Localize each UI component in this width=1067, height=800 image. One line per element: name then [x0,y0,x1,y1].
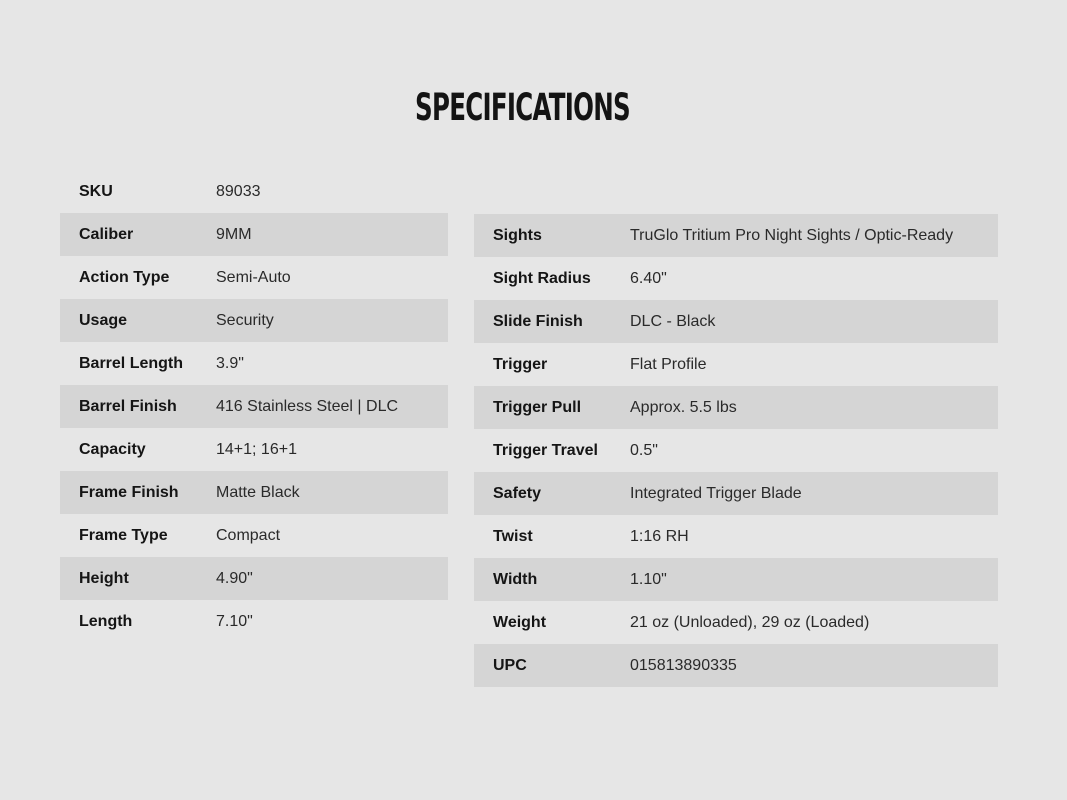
spec-value: TruGlo Tritium Pro Night Sights / Optic-… [630,226,954,244]
spec-label: Barrel Length [79,354,184,372]
spec-label: Safety [493,484,542,502]
spec-row: Trigger Pull Approx. 5.5 lbs [474,386,998,429]
spec-row: Usage Security [60,299,448,342]
spec-label: Sight Radius [493,269,591,287]
spec-row: Width 1.10" [474,558,998,601]
page-title: SPECIFICATIONS [415,86,631,130]
spec-value: 3.9" [216,354,244,372]
spec-row: Weight 21 oz (Unloaded), 29 oz (Loaded) [474,601,998,644]
spec-value: 9MM [216,225,252,243]
spec-label: Trigger [493,355,548,373]
spec-row: Slide Finish DLC - Black [474,300,998,343]
spec-row: Trigger Travel 0.5" [474,429,998,472]
spec-label: Trigger Travel [493,441,598,459]
spec-value: Flat Profile [630,355,707,373]
spec-value: Integrated Trigger Blade [630,484,802,502]
spec-label: Frame Finish [79,483,179,501]
spec-row: Frame Finish Matte Black [60,471,448,514]
spec-value: Security [216,311,274,329]
spec-label: Usage [79,311,128,329]
spec-label: Frame Type [79,526,168,544]
spec-row: UPC 015813890335 [474,644,998,687]
spec-row: Action Type Semi-Auto [60,256,448,299]
spec-row: Barrel Finish 416 Stainless Steel | DLC [60,385,448,428]
spec-row: Sight Radius 6.40" [474,257,998,300]
spec-label: UPC [493,656,527,674]
spec-label: Width [493,570,538,588]
spec-label: Sights [493,226,542,244]
spec-value: 89033 [216,182,261,200]
spec-value: 1:16 RH [630,527,689,545]
spec-label: Caliber [79,225,134,243]
spec-row: Caliber 9MM [60,213,448,256]
spec-row: Length 7.10" [60,600,448,643]
spec-row: Height 4.90" [60,557,448,600]
spec-row: SKU 89033 [60,170,448,213]
spec-value: 416 Stainless Steel | DLC [216,397,399,415]
spec-label: SKU [79,182,113,200]
spec-row: Barrel Length 3.9" [60,342,448,385]
spec-value: Approx. 5.5 lbs [630,398,737,416]
spec-label: Slide Finish [493,312,583,330]
spec-label: Height [79,569,129,587]
spec-label: Capacity [79,440,146,458]
spec-value: 015813890335 [630,656,737,674]
spec-value: 21 oz (Unloaded), 29 oz (Loaded) [630,613,870,631]
spec-value: Compact [216,526,281,544]
spec-label: Action Type [79,268,170,286]
spec-label: Length [79,612,133,630]
spec-row: Sights TruGlo Tritium Pro Night Sights / … [474,214,998,257]
spec-row: Twist 1:16 RH [474,515,998,558]
spec-value: 6.40" [630,269,667,287]
spec-value: Matte Black [216,483,300,501]
spec-value: 0.5" [630,441,658,459]
spec-row: Safety Integrated Trigger Blade [474,472,998,515]
spec-row: Capacity 14+1; 16+1 [60,428,448,471]
spec-label: Trigger Pull [493,398,582,416]
spec-row: Trigger Flat Profile [474,343,998,386]
spec-label: Weight [493,613,547,631]
spec-label: Twist [493,527,533,545]
specs-table-right: Sights TruGlo Tritium Pro Night Sights / … [474,214,998,687]
spec-value: 4.90" [216,569,253,587]
spec-label: Barrel Finish [79,397,177,415]
spec-value: 1.10" [630,570,667,588]
spec-value: 14+1; 16+1 [216,440,297,458]
spec-row: Frame Type Compact [60,514,448,557]
spec-value: 7.10" [216,612,253,630]
specs-table-left: SKU 89033 Caliber 9MM Action Type Semi-Auto Us… [60,170,448,643]
spec-value: DLC - Black [630,312,716,330]
spec-value: Semi-Auto [216,268,291,286]
